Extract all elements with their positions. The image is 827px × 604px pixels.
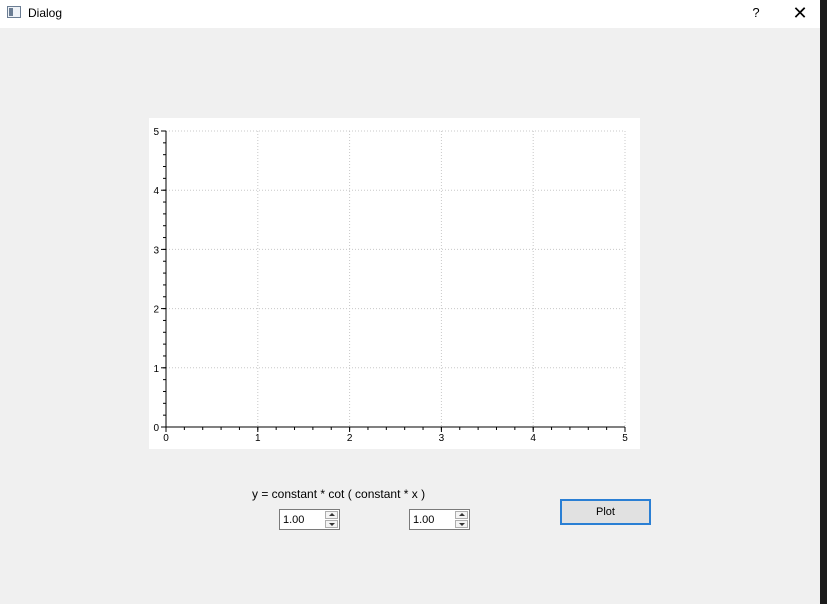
y-tick-label: 5 <box>153 127 159 138</box>
formula-label: y = constant * cot ( constant * x ) <box>252 487 426 501</box>
plot-widget: 0 1 2 3 4 5 0 1 2 3 4 5 <box>149 118 640 449</box>
constant-1-down-arrow-icon[interactable] <box>325 520 338 528</box>
x-tick-label: 2 <box>347 433 353 444</box>
plot-button[interactable]: Plot <box>560 499 651 525</box>
y-tick-label: 0 <box>153 423 159 434</box>
constant-1-spinbox[interactable] <box>279 509 340 530</box>
close-button[interactable]: ✕ <box>792 3 808 23</box>
constant-2-down-arrow-icon[interactable] <box>455 520 468 528</box>
x-tick-label: 5 <box>622 433 628 444</box>
x-tick-label: 1 <box>255 433 261 444</box>
y-tick-label: 1 <box>153 364 159 375</box>
constant-1-up-arrow-icon[interactable] <box>325 511 338 519</box>
window-title: Dialog <box>28 6 63 20</box>
y-tick-label: 3 <box>153 245 159 256</box>
title-bar: Dialog ? ✕ <box>0 0 820 28</box>
x-tick-label: 0 <box>163 433 169 444</box>
help-button[interactable]: ? <box>752 5 760 20</box>
x-tick-label: 3 <box>439 433 445 444</box>
window-edge <box>820 0 827 604</box>
constant-2-spinbox[interactable] <box>409 509 470 530</box>
app-window-icon <box>7 6 21 18</box>
y-tick-label: 4 <box>153 186 159 197</box>
y-tick-label: 2 <box>153 305 159 316</box>
chart-svg: 0 1 2 3 4 5 0 1 2 3 4 5 <box>153 127 628 444</box>
constant-1-input[interactable] <box>281 511 325 528</box>
constant-2-up-arrow-icon[interactable] <box>455 511 468 519</box>
x-tick-label: 4 <box>530 433 536 444</box>
constant-2-input[interactable] <box>411 511 455 528</box>
